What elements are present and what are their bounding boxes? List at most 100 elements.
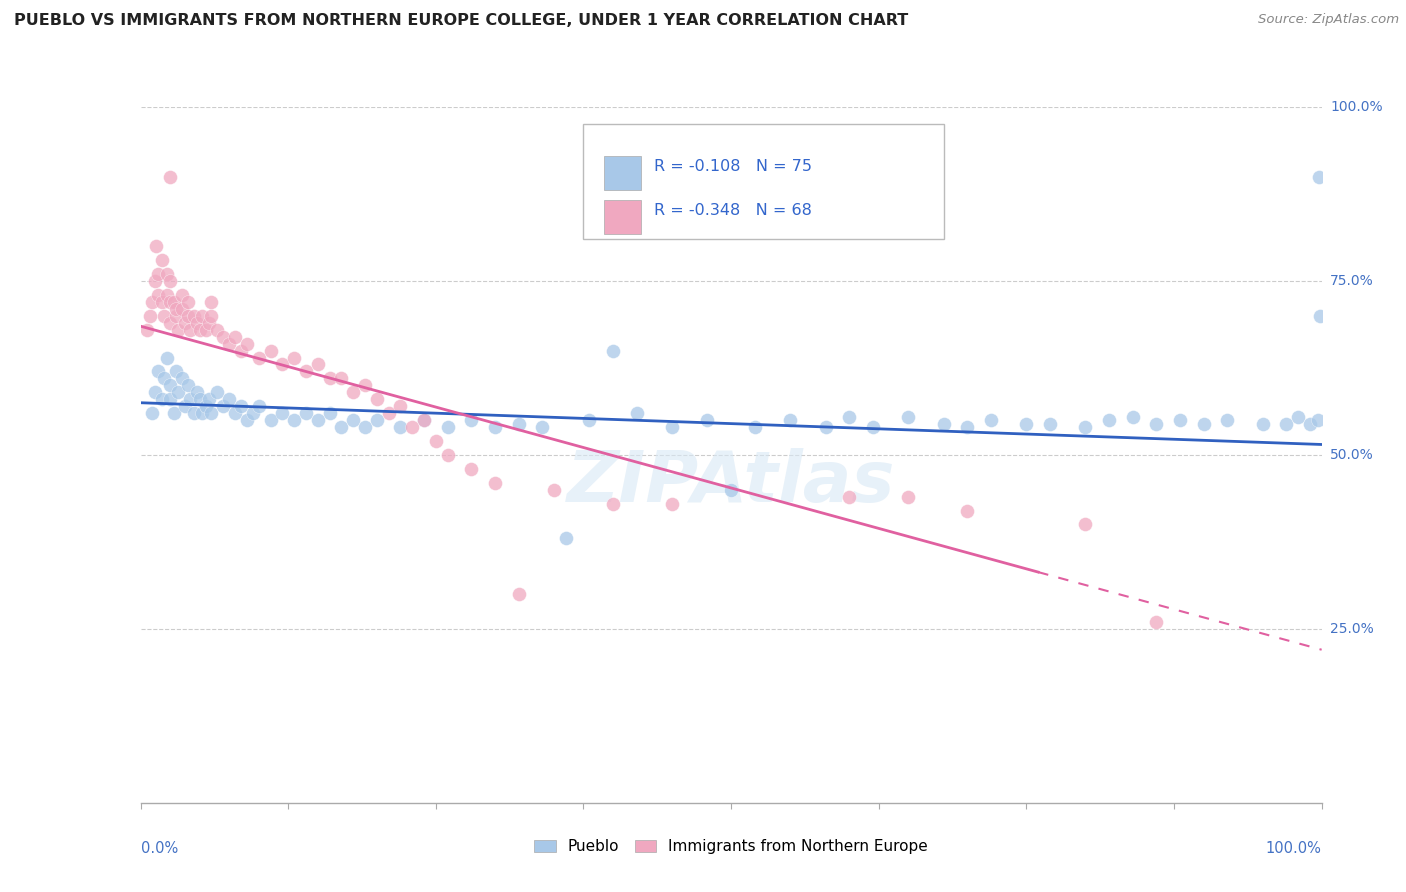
Point [143, 385, 166, 400]
Point [177, 294, 200, 309]
Point [150, 253, 173, 268]
Point [167, 323, 190, 337]
Point [186, 385, 208, 400]
Point [1144, 615, 1167, 629]
Point [207, 385, 229, 400]
Point [236, 413, 259, 427]
Point [159, 392, 181, 407]
Point [191, 406, 214, 420]
Point [720, 483, 742, 497]
Point [1168, 413, 1191, 427]
Point [145, 239, 167, 253]
Point [508, 417, 530, 431]
Point [413, 413, 436, 427]
Point [1074, 517, 1097, 532]
Point [307, 413, 329, 427]
Point [163, 294, 186, 309]
Point [159, 274, 181, 288]
Point [155, 351, 177, 365]
Point [283, 351, 305, 365]
Point [354, 420, 377, 434]
Point [177, 309, 200, 323]
Text: 75.0%: 75.0% [1330, 274, 1374, 288]
Point [150, 294, 173, 309]
Point [271, 406, 294, 420]
Point [141, 406, 163, 420]
Point [141, 294, 163, 309]
Point [224, 406, 246, 420]
Point [956, 420, 979, 434]
Point [188, 392, 211, 407]
Point [207, 323, 229, 337]
Point [543, 483, 565, 497]
Point [401, 420, 423, 434]
Point [366, 392, 388, 407]
Point [460, 462, 482, 476]
Point [170, 288, 193, 302]
Text: Source: ZipAtlas.com: Source: ZipAtlas.com [1258, 13, 1399, 27]
Point [897, 409, 920, 424]
Point [218, 392, 240, 407]
Point [183, 309, 205, 323]
Point [188, 323, 211, 337]
Point [170, 371, 193, 385]
Legend: Pueblo, Immigrants from Northern Europe: Pueblo, Immigrants from Northern Europe [534, 839, 928, 855]
Text: PUEBLO VS IMMIGRANTS FROM NORTHERN EUROPE COLLEGE, UNDER 1 YEAR CORRELATION CHAR: PUEBLO VS IMMIGRANTS FROM NORTHERN EUROP… [14, 13, 908, 29]
Point [1299, 417, 1322, 431]
Point [283, 413, 305, 427]
Point [194, 399, 217, 413]
Point [1144, 417, 1167, 431]
Point [242, 406, 264, 420]
Text: 25.0%: 25.0% [1330, 622, 1374, 636]
Point [150, 392, 173, 407]
Point [1074, 420, 1097, 434]
Point [229, 399, 252, 413]
Point [484, 420, 506, 434]
Point [135, 323, 157, 337]
Point [174, 399, 197, 413]
Point [212, 329, 235, 343]
Point [354, 378, 377, 392]
Point [342, 385, 364, 400]
Point [661, 497, 683, 511]
Point [191, 309, 214, 323]
Point [153, 309, 176, 323]
FancyBboxPatch shape [603, 201, 641, 234]
Text: R = -0.348   N = 68: R = -0.348 N = 68 [654, 202, 813, 218]
Point [626, 406, 648, 420]
Text: 0.0%: 0.0% [141, 841, 177, 856]
Point [167, 385, 190, 400]
Point [159, 378, 181, 392]
Point [163, 406, 186, 420]
Point [342, 413, 364, 427]
Point [139, 309, 162, 323]
Point [661, 420, 683, 434]
Point [200, 294, 222, 309]
Point [460, 413, 482, 427]
Point [200, 406, 222, 420]
Point [838, 409, 860, 424]
Point [183, 406, 205, 420]
Point [295, 364, 318, 378]
Point [838, 490, 860, 504]
Point [153, 371, 176, 385]
Text: 100.0%: 100.0% [1330, 100, 1382, 114]
Point [1275, 417, 1298, 431]
Point [814, 420, 837, 434]
Point [578, 413, 600, 427]
Point [779, 413, 801, 427]
Point [307, 358, 329, 372]
Point [389, 420, 412, 434]
Point [956, 503, 979, 517]
Point [696, 413, 718, 427]
Point [198, 392, 221, 407]
Point [1098, 413, 1121, 427]
Point [165, 309, 187, 323]
Point [271, 358, 294, 372]
Point [170, 301, 193, 316]
Point [862, 420, 884, 434]
Point [259, 413, 281, 427]
Point [165, 301, 187, 316]
Point [436, 448, 458, 462]
Point [198, 316, 221, 330]
